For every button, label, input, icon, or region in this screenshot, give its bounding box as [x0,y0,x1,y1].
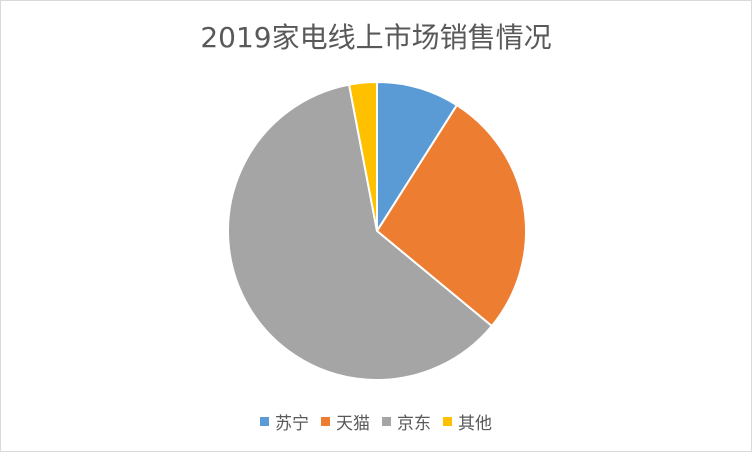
slice-suning [376,81,458,232]
chart-title: 2019家电线上市场销售情况 [200,21,552,54]
legend-label: 苏宁 [275,414,309,434]
slice-tmall [376,104,527,327]
legend-item-suning: 苏宁 [260,409,309,434]
legend-swatch-icon [260,417,269,426]
legend-item-jd: 京东 [382,409,431,434]
legend-label: 天猫 [336,414,370,434]
legend-swatch-icon [321,417,330,426]
slice-other [348,81,378,232]
legend-label: 京东 [397,414,431,434]
legend-swatch-icon [382,417,391,426]
legend-swatch-icon [443,417,452,426]
pie-slices [227,81,527,381]
legend-item-tmall: 天猫 [321,409,370,434]
legend-label: 其他 [458,414,492,434]
slice-jd [227,83,493,381]
legend: 苏宁 天猫 京东 其他 [1,409,751,434]
legend-item-other: 其他 [443,409,492,434]
